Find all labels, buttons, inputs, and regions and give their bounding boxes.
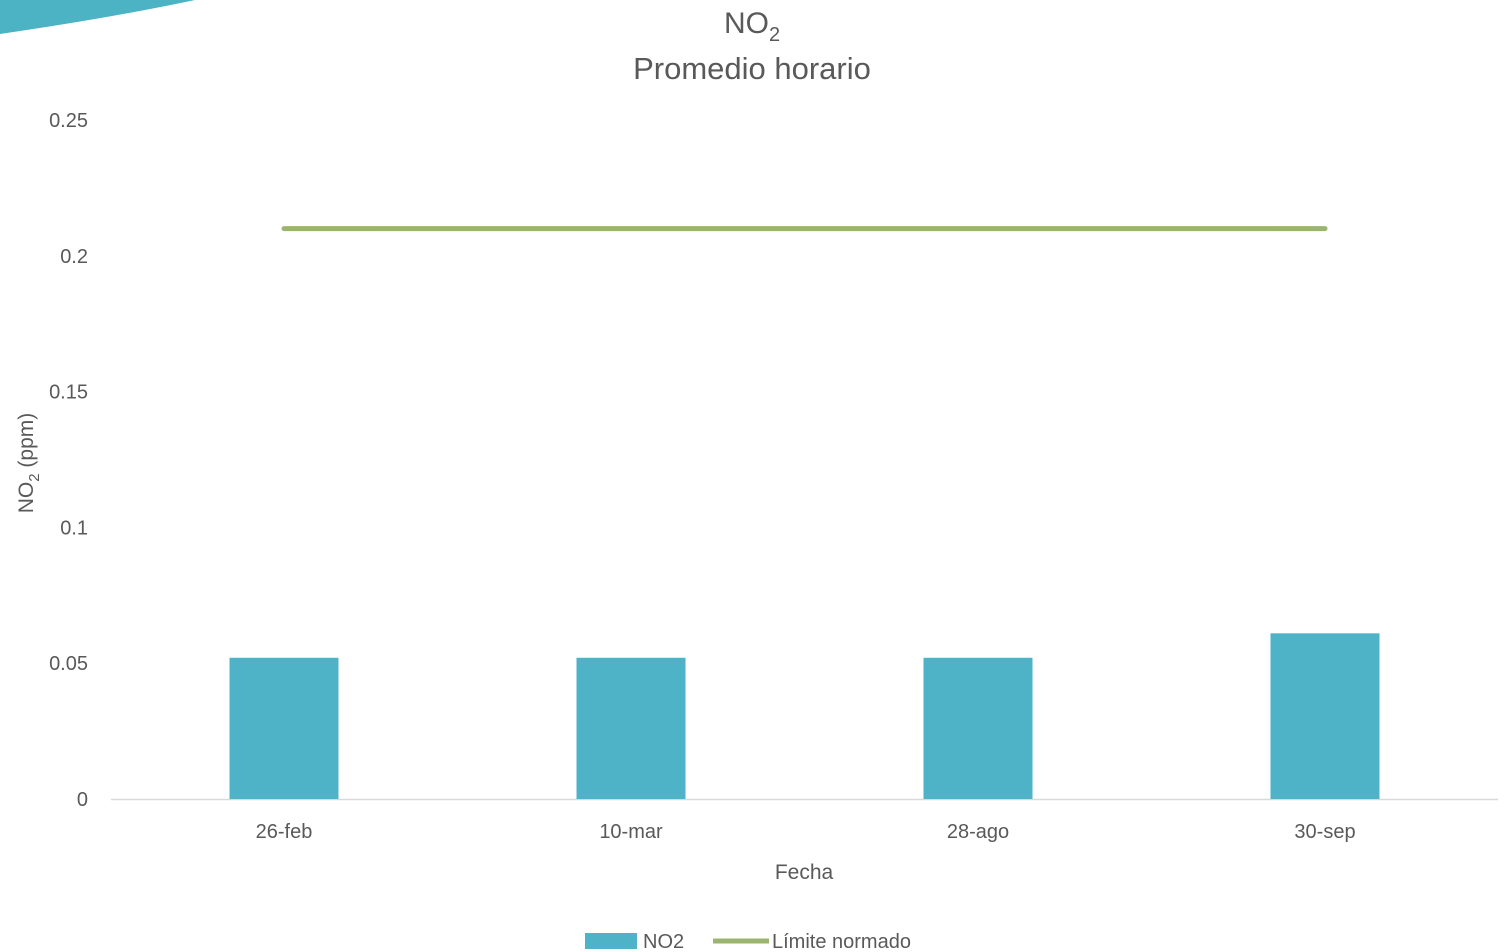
chart-title: NO2 [724,7,780,46]
y-axis-title: NO2 (ppm) [15,413,43,514]
bar-no2 [576,657,686,799]
legend-label-no2: NO2 [643,931,684,952]
y-axis-title-rest: (ppm) [15,413,38,474]
legend-label-limite: Límite normado [772,931,911,952]
y-axis-title-main: NO [15,482,38,514]
y-tick-label: 0.25 [49,110,88,132]
y-tick-label: 0.15 [49,382,88,404]
y-tick-label: 0 [77,789,88,811]
x-axis-ticks: 26-feb 10-mar 28-ago 30-sep [256,821,1356,843]
bar-no2 [229,657,339,799]
x-axis-title: Fecha [775,861,834,884]
legend-swatch-no2 [585,933,637,949]
bar-no2 [1270,633,1380,799]
y-tick-label: 0.1 [60,517,88,539]
x-tick-label: 30-sep [1294,821,1355,843]
y-tick-label: 0.05 [49,653,88,675]
chart-title-subscript: 2 [769,24,780,46]
y-axis-ticks: 0 0.05 0.1 0.15 0.2 0.25 [49,110,88,811]
bar-no2 [923,657,1033,799]
legend: NO2 Límite normado [585,931,911,952]
x-tick-label: 10-mar [599,821,663,843]
corner-decoration [0,0,195,34]
x-tick-label: 26-feb [256,821,313,843]
chart-subtitle: Promedio horario [633,51,871,86]
chart-title-main: NO [724,7,769,40]
y-axis-title-subscript: 2 [26,473,43,481]
bar-series [229,633,1380,799]
x-tick-label: 28-ago [947,821,1009,843]
y-tick-label: 0.2 [60,246,88,268]
